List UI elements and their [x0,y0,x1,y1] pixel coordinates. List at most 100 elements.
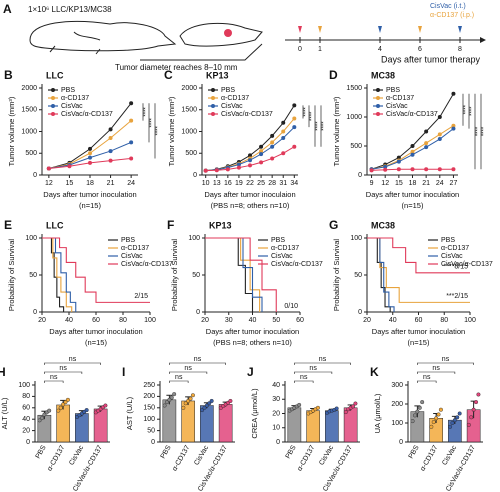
sig-bracket [294,371,333,374]
data-point [129,118,134,123]
x-tick-label: 40 [65,317,73,324]
survival-curve [367,237,395,312]
data-point [420,400,425,405]
y-tick-label: 100 [188,235,200,242]
y-tick-label: 200 [143,393,155,400]
survival-curve [205,237,263,312]
x-tick-label: 60 [296,317,304,324]
x-tick-label: 25 [257,180,265,187]
y-tick-label: 60 [22,405,30,412]
x-axis-note: (n=15) [85,338,107,347]
sig-bracket [417,362,474,365]
data-point [236,162,241,167]
end-label: 0/10 [284,303,298,310]
bar [218,404,233,443]
panel-label: J [247,365,254,379]
sig-bracket [169,380,189,383]
x-axis-label: Days after tumor inoculation [372,327,465,336]
y-tick-label: 0 [33,172,37,179]
x-tick-label: 100 [464,317,476,324]
y-tick-label: 0 [151,439,155,446]
data-point [281,136,286,141]
x-tick-label: 31 [279,180,287,187]
timeline-tick-label: 4 [378,46,382,53]
bar [287,407,302,443]
data-point [188,396,193,401]
legend-label: CisVac/α-CD137 [61,111,113,118]
legend-label: PBS [386,87,400,94]
cells-text: 1×10⁶ LLC/KP13/MC38 [28,5,112,14]
survival-curve [367,237,470,274]
data-point [169,395,174,400]
x-tick-label: 19 [235,180,243,187]
y-tick-label: 0 [33,309,37,316]
data-point [469,415,474,420]
sig-label: ns [432,365,440,372]
y-tick-label: 80 [22,393,30,400]
x-tick-label: 28 [268,180,276,187]
x-tick-label: 24 [127,180,135,187]
data-point [203,168,208,173]
legend-label: CisVac [441,253,463,260]
data-point [396,167,401,172]
timeline-tick-label: 1 [318,46,322,53]
data-point [351,404,356,409]
end-label: 2/15 [134,293,148,300]
data-point [292,103,297,108]
data-point [396,155,401,160]
data-point [410,149,415,154]
x-axis-label: Days after tumor inoculation [43,190,136,199]
x-tick-label: α-CD137 [171,444,191,472]
data-point [353,401,358,406]
y-tick-label: 1500 [181,107,197,114]
y-tick-label: 1500 [346,85,362,92]
sig-label: **** [476,126,482,136]
x-tick-label: 13 [213,180,221,187]
y-tick-label: 100 [18,382,30,389]
x-tick-label: 80 [440,317,448,324]
data-point [434,416,439,421]
data-point [259,149,264,154]
y-tick-label: 150 [143,405,155,412]
y-tick-label: 0 [358,172,362,179]
data-point [424,167,429,172]
x-tick-label: α-CD137 [296,444,316,472]
data-point [209,398,214,403]
x-tick-label: 12 [45,180,53,187]
x-tick-label: α-CD137 [419,444,439,472]
x-axis-note: (n=15) [408,338,430,347]
x-tick-label: α-CD137 [46,444,66,472]
data-point [207,401,212,406]
x-tick-label: 40 [389,317,397,324]
y-tick-label: 100 [143,416,155,423]
x-tick-label: PBS [35,444,48,460]
data-point [424,141,429,146]
data-point [56,408,61,413]
x-tick-label: 18 [409,180,417,187]
panel-label: A [3,2,12,16]
data-point [281,120,286,125]
panel-label: K [370,365,379,379]
sig-label: **** [310,111,316,121]
data-point [172,392,177,397]
panel-label: B [4,68,13,82]
timeline-tick-label: 0 [298,46,302,53]
data-point [343,410,348,415]
x-tick-label: 9 [370,180,374,187]
legend-marker [51,104,55,108]
chart-title: MC38 [371,220,395,230]
data-point [88,155,92,160]
survival-curve [42,237,77,312]
dose-arrow [458,26,462,33]
y-axis-label: Probability of Survival [332,239,341,311]
data-point [186,398,191,403]
y-tick-label: 0 [358,309,362,316]
x-axis-label: Days after tumor inoculaion [204,190,295,199]
x-tick-label: 100 [144,317,156,324]
y-axis-label: ALT (U/L) [0,397,9,429]
data-point [451,123,456,128]
sig-label: **** [482,126,488,136]
tumor [224,29,232,37]
